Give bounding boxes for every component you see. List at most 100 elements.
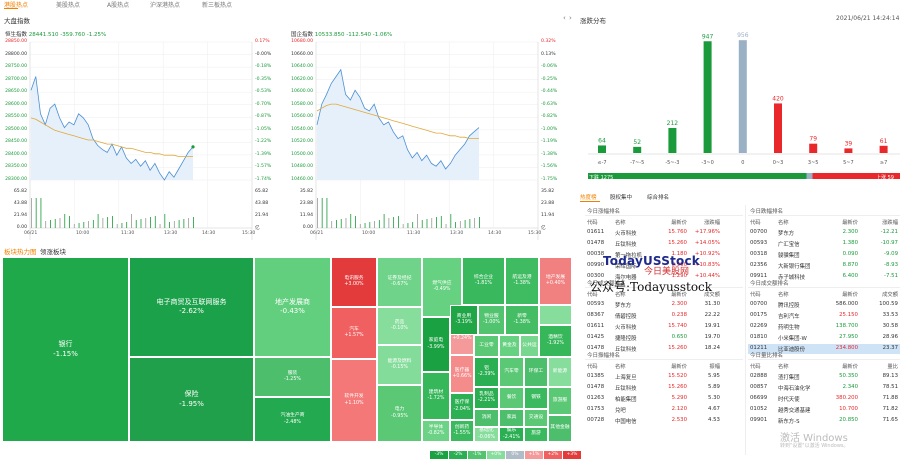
heatmap-cell[interactable]: 旅游	[524, 427, 548, 442]
list-header-amp: 名称	[615, 364, 626, 370]
dist-value-label: 52	[633, 139, 641, 146]
heatmap-cell-pct: -0.67%	[391, 282, 408, 287]
heatmap-cell[interactable]: 地产发展商 -0.43%	[254, 257, 331, 357]
list-header-vol: 名称	[778, 364, 789, 370]
chevron-left-icon[interactable]: ‹	[563, 14, 566, 22]
heatmap-cell[interactable]: 其他金融	[548, 415, 572, 442]
heatmap-cell[interactable]: 环保工	[524, 357, 548, 387]
dist-bar[interactable]	[738, 40, 747, 153]
list-cell-turnover: 19.70	[704, 334, 720, 340]
tab-shsz-hk-hot[interactable]: 沪深港热点	[150, 2, 181, 9]
list-cell-loss: -8.93	[884, 262, 898, 268]
heatmap-cell[interactable]: 综合企业 -1.81%	[462, 257, 505, 305]
list-cell-gain: 丘钛科技	[615, 242, 637, 248]
dist-bar[interactable]	[844, 148, 853, 153]
hsi-y-left-label: 28500.00	[5, 126, 27, 132]
list-header-amount: 成交额	[882, 292, 898, 298]
heatmap-cell[interactable]: 电力 -0.95%	[377, 385, 422, 442]
heatmap-cell[interactable]: 铝 -2.39%	[474, 357, 499, 387]
list-cell-vol: 00857	[750, 384, 768, 390]
heatmap-cell-name: 家庭电	[428, 338, 444, 344]
heatmap-cell[interactable]: 钢铁	[524, 387, 548, 409]
heatmap-cell[interactable]: 公共运	[520, 335, 539, 357]
heatmap-cell[interactable]: 地产发展 +0.40%	[539, 257, 572, 305]
heatmap-cell-pct: -1.38%	[513, 320, 531, 325]
heatmap-cell[interactable]: 旅游服	[548, 387, 572, 415]
watermark-site: 今日美股网	[644, 267, 690, 277]
heatmap-cell[interactable]: 航运及港 -1.38%	[505, 257, 539, 305]
list-divider	[585, 287, 743, 288]
heatmap-cell[interactable]: 工业零	[474, 335, 499, 357]
heatmap-cell[interactable]: 汽油生产商 -2.48%	[254, 397, 331, 442]
heatmap-cell[interactable]: 酒精饮 -1.92%	[539, 325, 572, 357]
heatmap-cell-name: 酒精饮	[548, 334, 563, 340]
heatmap-cell[interactable]: 物业服 -1.00%	[478, 305, 505, 335]
hsi-volume-bar	[121, 223, 123, 228]
tab-heatmap[interactable]: 板块热力图	[4, 248, 37, 256]
heatmap-cell[interactable]: 医疗器 +0.66%	[450, 355, 474, 393]
hkc-y-right-label: -0.82%	[541, 114, 558, 120]
heatmap-cell[interactable]: 证券及经纪 -0.67%	[377, 257, 422, 307]
heatmap-cell[interactable]: 家具	[499, 409, 524, 427]
heatmap-cell[interactable]: 半导体 -0.82%	[422, 420, 450, 442]
list-header-turnover: 成交额	[704, 292, 720, 298]
list-cell-amp: 丘钛科技	[615, 386, 637, 392]
heatmap-cell[interactable]: 交通设	[524, 409, 548, 427]
heatmap-cell-name: 保险	[184, 390, 199, 399]
dist-bar[interactable]	[774, 103, 782, 153]
tab-hk-hot[interactable]: 港股热点	[4, 2, 29, 9]
heatmap-cell[interactable]: 新能源	[548, 357, 572, 387]
heatmap-cell[interactable]: 电子商贸及互联网服务 -2.62%	[129, 257, 254, 357]
heatmap-cell[interactable]: 医疗保 -2.04%	[450, 393, 474, 420]
heatmap-cell[interactable]: 电讯服务 +3.00%	[331, 257, 377, 307]
tab-equity[interactable]: 股权集中	[610, 195, 633, 201]
list-cell-vol: 71.65	[882, 417, 898, 423]
heatmap-cell[interactable]: 基础化 -0.06%	[474, 427, 499, 442]
heatmap-cell[interactable]: 能源及燃料 -0.15%	[377, 345, 422, 385]
hsi-y-left-label: 28400.00	[5, 151, 27, 157]
heatmap-cell[interactable]: 汽车零	[499, 357, 524, 387]
heatmap-cell[interactable]: 服装 -1.25%	[254, 357, 331, 397]
heatmap-cell[interactable]: 银行 -1.15%	[2, 257, 129, 442]
dist-bar[interactable]	[703, 41, 712, 154]
heatmap-cell-name: 新能源	[552, 368, 568, 374]
tab-a-hot[interactable]: A股热点	[107, 2, 130, 9]
heatmap-cell[interactable]: 保险 -1.95%	[129, 357, 254, 442]
dist-bar[interactable]	[633, 146, 642, 153]
heatmap-cell-name: 旅游	[531, 431, 541, 437]
tab-heat[interactable]: 热度榜	[580, 195, 597, 201]
heatmap-cell[interactable]: 黄金及	[499, 335, 520, 357]
dist-bar[interactable]	[879, 145, 888, 153]
heatmap-cell-name: 交通设	[528, 414, 544, 420]
list-row-amount[interactable]	[748, 344, 900, 354]
heatmap-cell[interactable]: 创新药 -1.55%	[450, 420, 474, 442]
heatmap-cell[interactable]: 家庭电 -3.99%	[422, 317, 450, 372]
tab-neeq-hot[interactable]: 新三板热点	[202, 2, 233, 9]
hsi-volume-bar	[102, 218, 104, 228]
dist-bar[interactable]	[598, 145, 606, 153]
heatmap-cell[interactable]: 商业用 -3.19%	[450, 305, 478, 335]
heatmap-cell[interactable]: 新零 -1.38%	[505, 305, 539, 335]
heatmap-cell[interactable]: 餐饮	[499, 387, 524, 409]
tab-us-hot[interactable]: 美股热点	[56, 2, 81, 9]
heatmap-cell[interactable]: 汽车 +1.57%	[331, 307, 377, 359]
heatmap-cell[interactable]: 消闲	[474, 409, 499, 427]
heatmap-cell[interactable]: 娱乐 -2.41%	[499, 427, 524, 442]
list-cell-vol: 新东方-S	[778, 419, 800, 425]
heatmap-cell[interactable]: 乳制品 -2.21%	[474, 387, 499, 409]
list-cell-amount: 33.53	[882, 312, 898, 318]
dist-bar[interactable]	[809, 143, 818, 153]
tab-composite[interactable]: 综合排名	[647, 195, 670, 201]
list-cell-turnover: 捷隆控股	[615, 336, 637, 342]
heatmap-cell[interactable]	[539, 305, 572, 325]
chevron-right-icon[interactable]: ›	[569, 14, 572, 22]
list-cell-loss: 00318	[750, 251, 768, 257]
heatmap-cell[interactable]: 软件开发 +1.10%	[331, 359, 377, 442]
list-header-loss: 名称	[778, 220, 789, 226]
heatmap-cell[interactable]: 药品 -0.10%	[377, 307, 422, 345]
heatmap-cell[interactable]: 建筑材 -1.72%	[422, 372, 450, 420]
hsi-y-left-label: 28300.00	[5, 177, 27, 182]
tab-leading-sector[interactable]: 领涨板块	[40, 248, 66, 256]
dist-bar[interactable]	[668, 127, 677, 153]
hsi-area	[31, 76, 193, 180]
